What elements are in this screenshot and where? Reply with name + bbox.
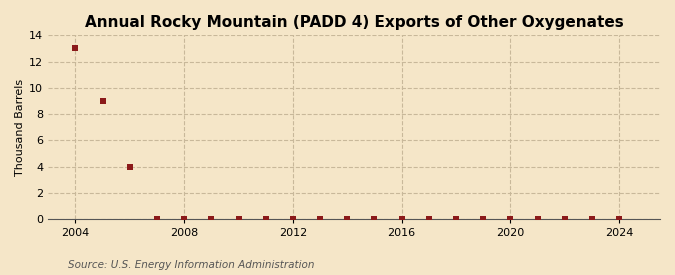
Point — [451, 217, 462, 221]
Point — [261, 217, 271, 221]
Y-axis label: Thousand Barrels: Thousand Barrels — [15, 79, 25, 176]
Point — [151, 217, 162, 221]
Point — [124, 164, 135, 169]
Point — [315, 217, 325, 221]
Point — [97, 99, 108, 103]
Point — [587, 217, 597, 221]
Point — [70, 46, 81, 51]
Point — [532, 217, 543, 221]
Point — [206, 217, 217, 221]
Point — [560, 217, 570, 221]
Point — [179, 217, 190, 221]
Point — [423, 217, 434, 221]
Point — [396, 217, 407, 221]
Point — [342, 217, 352, 221]
Point — [614, 217, 624, 221]
Point — [369, 217, 380, 221]
Point — [478, 217, 489, 221]
Text: Source: U.S. Energy Information Administration: Source: U.S. Energy Information Administ… — [68, 260, 314, 270]
Point — [288, 217, 298, 221]
Point — [505, 217, 516, 221]
Title: Annual Rocky Mountain (PADD 4) Exports of Other Oxygenates: Annual Rocky Mountain (PADD 4) Exports o… — [84, 15, 624, 30]
Point — [233, 217, 244, 221]
